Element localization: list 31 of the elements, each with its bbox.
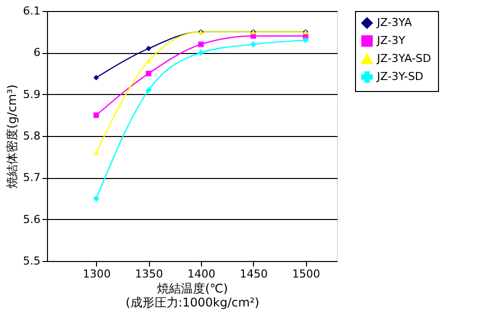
y-tick-label: 5.9 <box>23 88 40 101</box>
x-tick-label: 1300 <box>82 268 111 280</box>
point <box>93 74 99 80</box>
y-tick-label: 5.6 <box>23 212 40 226</box>
point <box>93 196 99 202</box>
x-tick-label: 1450 <box>240 268 268 280</box>
y-tick-label: 5.7 <box>23 171 40 184</box>
point <box>93 150 99 156</box>
point <box>146 87 152 93</box>
legend-label: JZ-3YA-SD <box>376 52 432 65</box>
y-axis-title: 焼結体密度(g/cm³) <box>5 84 20 189</box>
point <box>302 37 308 43</box>
y-tick-label: 6 <box>34 46 40 60</box>
point <box>250 42 256 48</box>
legend-label: JZ-3Y-SD <box>376 70 424 83</box>
point <box>146 58 152 64</box>
point <box>93 112 99 118</box>
legend-label: JZ-3Y <box>376 34 406 47</box>
y-tick-label: 5.8 <box>23 130 40 142</box>
x-tick-label: 1350 <box>135 268 164 280</box>
x-tick-label: 1400 <box>187 268 216 280</box>
point <box>198 50 204 56</box>
y-tick-label: 6.1 <box>23 4 40 18</box>
legend-label: JZ-3YA <box>376 16 412 29</box>
y-tick-label: 5.5 <box>23 254 40 268</box>
x-axis-title: 焼結温度(℃) <box>157 282 228 296</box>
point <box>198 42 204 48</box>
x-tick-label: 1500 <box>292 268 320 280</box>
point <box>146 70 152 76</box>
point <box>146 46 152 52</box>
text: (成形圧力:1000kg/cm²) <box>126 296 260 310</box>
